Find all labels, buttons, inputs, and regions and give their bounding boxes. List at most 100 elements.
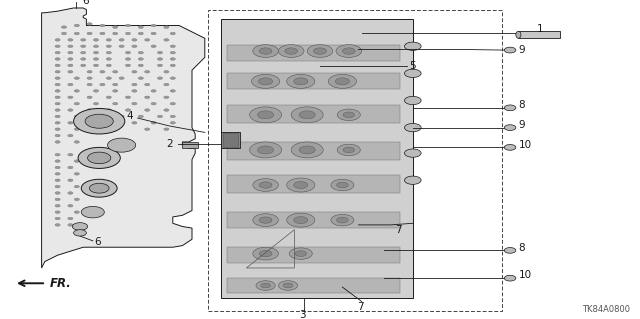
Circle shape: [307, 45, 333, 57]
Circle shape: [259, 217, 272, 223]
Circle shape: [125, 24, 131, 27]
Bar: [227, 105, 400, 123]
Circle shape: [61, 26, 67, 28]
Circle shape: [300, 146, 315, 154]
Text: 10: 10: [518, 140, 532, 150]
Bar: [227, 73, 400, 89]
Circle shape: [74, 128, 79, 130]
Circle shape: [81, 39, 86, 41]
Circle shape: [68, 122, 73, 124]
Circle shape: [55, 122, 60, 124]
Circle shape: [250, 142, 282, 158]
Circle shape: [250, 107, 282, 123]
Circle shape: [87, 83, 92, 86]
Circle shape: [151, 102, 156, 105]
Circle shape: [87, 96, 92, 99]
Circle shape: [74, 108, 125, 134]
Circle shape: [106, 58, 111, 60]
Circle shape: [106, 51, 111, 54]
Circle shape: [164, 96, 169, 99]
Text: 9: 9: [518, 120, 525, 130]
Text: FR.: FR.: [50, 277, 72, 290]
Circle shape: [164, 26, 169, 28]
Circle shape: [93, 115, 99, 118]
Circle shape: [294, 78, 308, 85]
Circle shape: [145, 109, 150, 111]
Circle shape: [87, 23, 92, 25]
Circle shape: [252, 74, 280, 88]
Circle shape: [81, 51, 86, 54]
Circle shape: [55, 70, 60, 73]
Bar: [227, 175, 400, 193]
Circle shape: [287, 74, 315, 88]
Text: TK84A0800: TK84A0800: [582, 305, 630, 314]
Circle shape: [170, 90, 175, 92]
Circle shape: [257, 111, 274, 119]
Circle shape: [68, 58, 73, 60]
Circle shape: [72, 223, 88, 230]
Circle shape: [256, 281, 275, 290]
Circle shape: [170, 64, 175, 67]
Circle shape: [81, 58, 86, 60]
Circle shape: [253, 45, 278, 57]
Circle shape: [404, 176, 421, 184]
Bar: [518, 31, 560, 38]
Circle shape: [151, 24, 156, 27]
Circle shape: [404, 42, 421, 50]
Circle shape: [138, 77, 143, 79]
Circle shape: [145, 70, 150, 73]
Circle shape: [81, 179, 117, 197]
Circle shape: [151, 122, 156, 124]
Circle shape: [343, 147, 355, 153]
Circle shape: [278, 45, 304, 57]
Circle shape: [138, 26, 143, 28]
Circle shape: [164, 70, 169, 73]
Bar: [221, 19, 413, 298]
Circle shape: [291, 142, 323, 158]
Circle shape: [170, 122, 175, 124]
Circle shape: [125, 64, 131, 67]
Circle shape: [68, 204, 73, 207]
Circle shape: [261, 283, 270, 288]
Circle shape: [257, 146, 274, 154]
Text: 5: 5: [410, 61, 416, 71]
Circle shape: [295, 251, 307, 256]
Circle shape: [55, 115, 60, 118]
Circle shape: [55, 179, 60, 182]
Text: 9: 9: [518, 45, 525, 55]
Circle shape: [106, 64, 111, 67]
Circle shape: [68, 96, 73, 99]
Circle shape: [157, 64, 163, 67]
Bar: [227, 212, 400, 228]
Circle shape: [119, 77, 124, 79]
Circle shape: [504, 125, 516, 130]
Circle shape: [106, 45, 111, 48]
Circle shape: [55, 185, 60, 188]
Circle shape: [106, 109, 111, 111]
Circle shape: [93, 90, 99, 92]
Bar: [227, 247, 400, 263]
Circle shape: [145, 83, 150, 86]
Circle shape: [125, 109, 131, 111]
Circle shape: [55, 128, 60, 130]
Circle shape: [157, 58, 163, 60]
Circle shape: [138, 32, 143, 35]
Circle shape: [113, 26, 118, 28]
Circle shape: [87, 109, 92, 111]
Circle shape: [259, 78, 273, 85]
Circle shape: [68, 153, 73, 156]
Circle shape: [113, 102, 118, 105]
Circle shape: [331, 179, 354, 191]
Circle shape: [404, 96, 421, 105]
Text: 3: 3: [300, 310, 306, 319]
Bar: [221, 132, 240, 148]
Circle shape: [106, 96, 111, 99]
Circle shape: [106, 39, 111, 41]
Circle shape: [404, 69, 421, 78]
Circle shape: [100, 83, 105, 86]
Circle shape: [138, 58, 143, 60]
Circle shape: [119, 115, 124, 118]
Circle shape: [100, 32, 105, 35]
Circle shape: [74, 173, 79, 175]
Circle shape: [504, 105, 516, 111]
